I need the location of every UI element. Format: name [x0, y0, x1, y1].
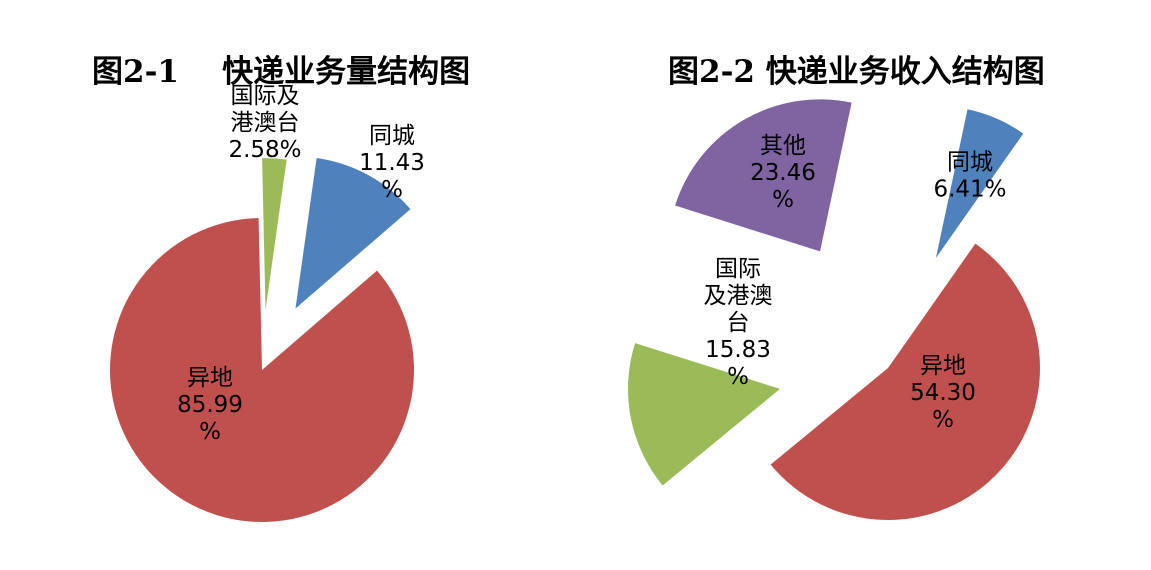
chart-1-slice-3-label: 国际及港澳台 2.58% — [228, 83, 301, 163]
chart-1-slice-1-label-line: 同城 — [369, 123, 415, 149]
chart-1-slice-2 — [110, 218, 414, 523]
chart-1-slice-3-label-line: 国际及 — [231, 83, 300, 109]
chart-2-slice-3 — [628, 343, 781, 486]
chart-2-slice-4-label-line: 其他 — [760, 133, 806, 159]
chart-1-slice-1 — [295, 158, 411, 309]
chart-1-slice-3 — [262, 158, 287, 311]
chart-2-slice-3-label-line: 15.83 — [705, 337, 771, 363]
chart-2-slice-1 — [935, 109, 1024, 258]
chart-2-slice-1-label: 同城 6.41% — [933, 150, 1006, 203]
chart-2-slice-2-label-line: % — [932, 407, 954, 433]
chart-2-slice-1-label-line: 同城 — [947, 150, 993, 176]
chart-2-slice-2-label-line: 54.30 — [910, 380, 976, 406]
chart-1-slice-2-label-line: 异地 — [187, 365, 233, 391]
chart-1-slice-2-label: 异地 85.99% — [177, 365, 243, 445]
chart-1-slice-3-label-line: 2.58% — [228, 137, 301, 163]
chart-2-slice-3-label-line: 台 — [727, 310, 750, 336]
chart-1-slice-1-label-line: 11.43 — [359, 150, 425, 176]
chart-2-slice-4 — [675, 99, 852, 252]
chart-1-slice-3-label-line: 港澳台 — [231, 110, 300, 136]
chart-2-slice-2-label-line: 异地 — [920, 353, 966, 379]
chart-2-slice-2 — [770, 243, 1041, 521]
chart-1-title: 图2-1 快递业务量结构图 — [92, 54, 471, 90]
chart-2-slice-4-label-line: % — [772, 187, 794, 213]
chart-2-slice-3-label-line: 及港澳 — [704, 283, 773, 309]
chart-1-slice-1-label-line: % — [381, 177, 403, 203]
chart-2-title: 图2-2 快递业务收入结构图 — [668, 54, 1045, 90]
chart-2-slice-3-label: 国际及港澳台 15.83% — [704, 256, 773, 390]
chart-2-slice-3-label-line: % — [727, 364, 749, 390]
chart-2-slice-4-label: 其他 23.46% — [750, 133, 816, 213]
chart-2-slice-2-label: 异地 54.30% — [910, 353, 976, 433]
chart-2-slice-4-label-line: 23.46 — [750, 160, 816, 186]
chart-1-slice-2-label-line: 85.99 — [177, 392, 243, 418]
chart-2-slice-1-label-line: 6.41% — [933, 177, 1006, 203]
chart-1-slice-1-label: 同城 11.43% — [359, 123, 425, 203]
chart-2-slice-3-label-line: 国际 — [715, 256, 761, 282]
chart-1-slice-2-label-line: % — [199, 419, 221, 445]
